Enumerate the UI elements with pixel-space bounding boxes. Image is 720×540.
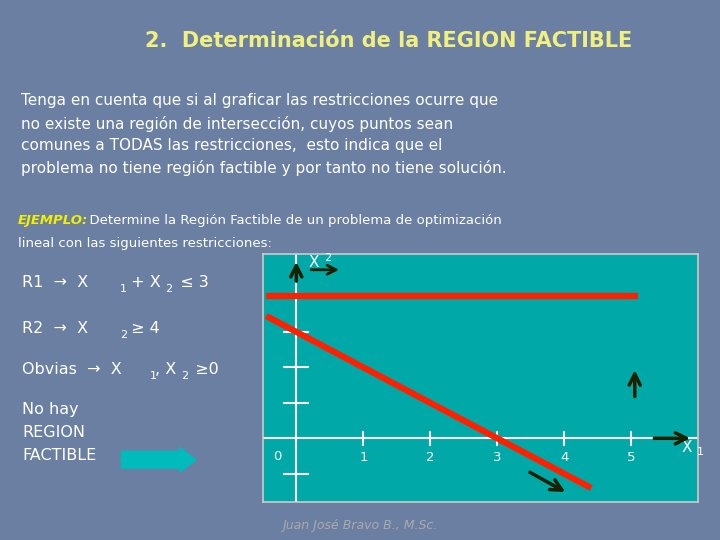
- Text: Determine la Región Factible de un problema de optimización: Determine la Región Factible de un probl…: [81, 214, 502, 227]
- Text: R2  →  X: R2 → X: [22, 321, 89, 336]
- Text: 5: 5: [627, 451, 636, 464]
- Text: 3: 3: [493, 451, 502, 464]
- Text: EJEMPLO:: EJEMPLO:: [18, 214, 88, 227]
- Text: 1: 1: [150, 370, 157, 381]
- Text: 1: 1: [359, 451, 368, 464]
- Text: 4: 4: [560, 451, 569, 464]
- Text: ≤ 3: ≤ 3: [170, 275, 209, 289]
- Text: + X: + X: [127, 275, 161, 289]
- Text: 1: 1: [697, 447, 704, 457]
- Text: 2: 2: [325, 253, 332, 264]
- Text: Juan José Bravo B., M.Sc.: Juan José Bravo B., M.Sc.: [282, 518, 438, 532]
- Text: 2: 2: [181, 370, 188, 381]
- Text: lineal con las siguientes restricciones:: lineal con las siguientes restricciones:: [18, 237, 271, 250]
- Text: , X: , X: [155, 362, 176, 376]
- Text: ≥0: ≥0: [185, 362, 219, 376]
- Text: Obvias  →  X: Obvias → X: [22, 362, 122, 376]
- Text: Tenga en cuenta que si al graficar las restricciones ocurre que
no existe una re: Tenga en cuenta que si al graficar las r…: [22, 93, 507, 177]
- Text: 2: 2: [120, 330, 127, 340]
- Text: X: X: [682, 440, 692, 455]
- Text: 0: 0: [274, 450, 282, 463]
- Text: 2.  Determinación de la REGION FACTIBLE: 2. Determinación de la REGION FACTIBLE: [145, 31, 632, 51]
- FancyArrow shape: [122, 448, 196, 472]
- Text: 2: 2: [165, 284, 172, 294]
- Text: No hay
REGION
FACTIBLE: No hay REGION FACTIBLE: [22, 402, 96, 463]
- Text: 2: 2: [426, 451, 435, 464]
- Text: X: X: [308, 255, 319, 270]
- Text: ≥ 4: ≥ 4: [127, 321, 160, 336]
- Text: R1  →  X: R1 → X: [22, 275, 89, 289]
- Text: 1: 1: [120, 284, 127, 294]
